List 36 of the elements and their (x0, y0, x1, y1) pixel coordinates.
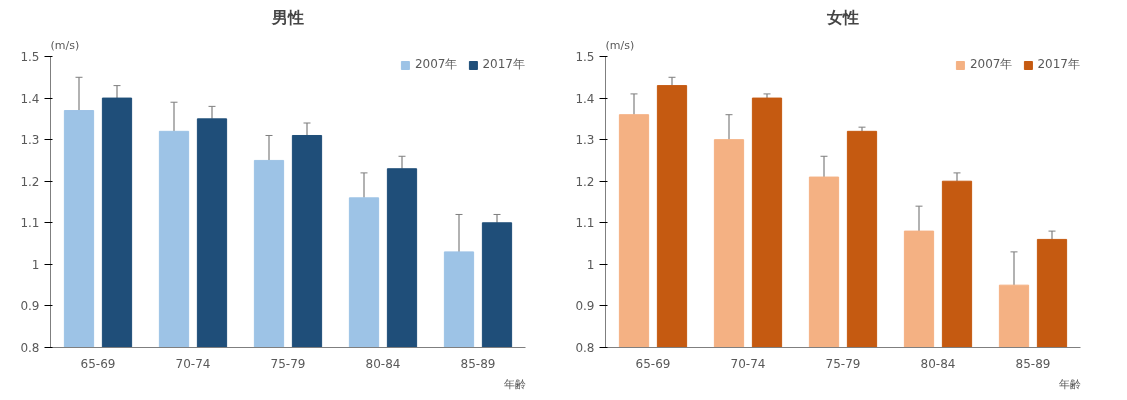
legend-label: 2007年 (969, 56, 1013, 73)
x-tick-label: 80-84 (365, 356, 401, 371)
chart-title: 女性 (826, 7, 859, 27)
y-tick-label: 1.5 (20, 50, 40, 64)
y-tick-label: 1 (31, 257, 40, 272)
y-tick-label: 1.3 (575, 133, 595, 148)
y-tick-label: 1.2 (575, 174, 595, 189)
x-tick-label: 70-74 (730, 356, 766, 371)
x-tick-label: 70-74 (175, 356, 211, 371)
legend-label: 2017年 (482, 56, 525, 73)
x-tick-label: 65-69 (80, 356, 116, 371)
x-axis-title: 年齢 (1058, 377, 1081, 391)
x-tick-label: 80-84 (920, 356, 956, 371)
y-tick-label: 0.9 (575, 299, 595, 314)
legend-label: 2007年 (414, 56, 458, 73)
y-tick-label: 1.4 (575, 91, 595, 106)
x-axis-title: 年齢 (503, 377, 526, 391)
y-tick-label: 1.5 (575, 50, 595, 64)
y-axis-title: (m/s) (50, 38, 80, 52)
x-tick-label: 85-89 (1015, 356, 1051, 371)
x-tick-label: 65-69 (635, 356, 671, 371)
y-tick-label: 1 (586, 257, 595, 272)
x-tick-label: 75-79 (825, 356, 861, 371)
y-tick-label: 1.4 (20, 91, 40, 106)
y-tick-label: 1.1 (20, 216, 40, 231)
y-tick-label: 0.8 (20, 341, 40, 355)
chart-title: 男性 (271, 7, 304, 27)
x-tick-label: 85-89 (460, 356, 496, 371)
y-tick-label: 0.9 (20, 299, 40, 314)
y-tick-label: 1.3 (20, 133, 40, 148)
y-axis-title: (m/s) (605, 38, 635, 52)
y-tick-label: 1.1 (575, 216, 595, 231)
x-tick-label: 75-79 (270, 356, 306, 371)
y-tick-label: 0.8 (575, 341, 595, 355)
legend-label: 2017年 (1037, 56, 1080, 73)
y-tick-label: 1.2 (20, 174, 40, 189)
